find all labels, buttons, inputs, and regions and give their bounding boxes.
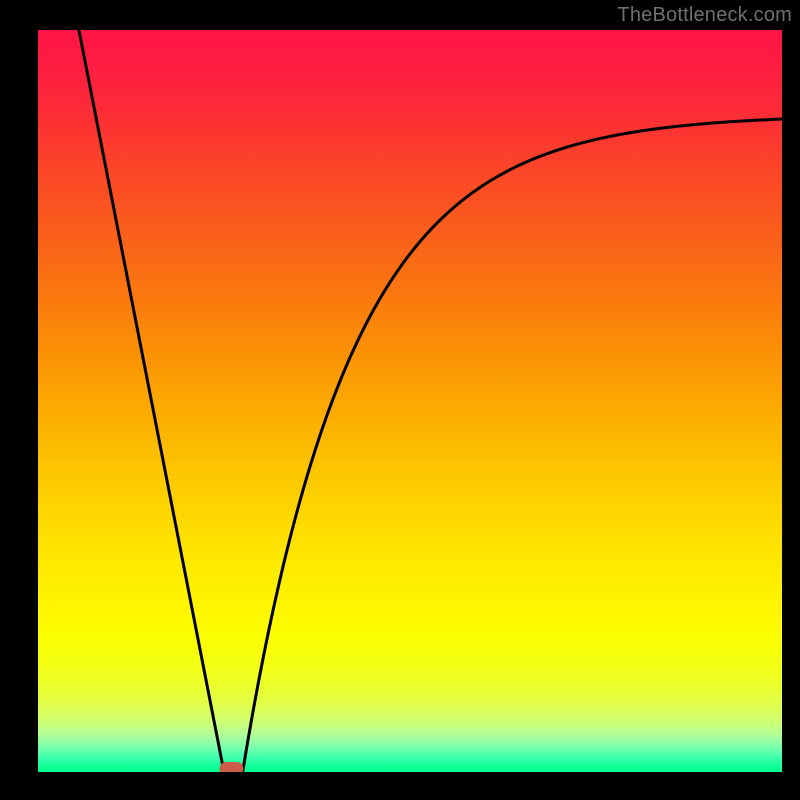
plot-area bbox=[38, 30, 782, 772]
chart-svg bbox=[38, 30, 782, 772]
highlight-marker bbox=[220, 762, 244, 772]
background-gradient-rect bbox=[38, 30, 782, 772]
watermark-text: TheBottleneck.com bbox=[617, 4, 792, 27]
figure-container: { "watermark": { "text": "TheBottleneck.… bbox=[0, 0, 800, 800]
